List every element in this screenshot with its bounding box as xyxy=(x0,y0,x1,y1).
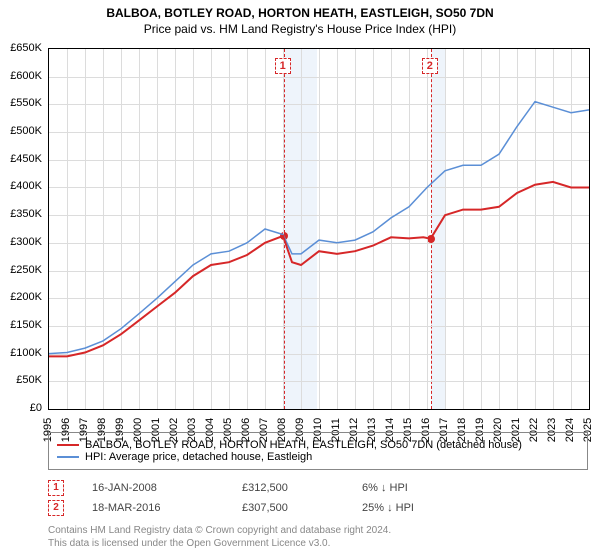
y-axis-tick-label: £650K xyxy=(0,42,42,54)
sales-row-date: 18-MAR-2016 xyxy=(92,502,242,514)
y-axis-tick-label: £150K xyxy=(0,319,42,331)
sales-row-date: 16-JAN-2008 xyxy=(92,482,242,494)
footnote-line: This data is licensed under the Open Gov… xyxy=(48,537,391,550)
sales-row-price: £307,500 xyxy=(242,502,362,514)
y-axis-tick-label: £550K xyxy=(0,97,42,109)
footnote: Contains HM Land Registry data © Crown c… xyxy=(48,524,391,550)
legend-swatch xyxy=(57,456,79,458)
sales-row-marker: 2 xyxy=(48,500,64,516)
legend-label: HPI: Average price, detached house, East… xyxy=(85,451,312,463)
legend-label: BALBOA, BOTLEY ROAD, HORTON HEATH, EASTL… xyxy=(85,439,522,451)
chart-subtitle: Price paid vs. HM Land Registry's House … xyxy=(0,20,600,36)
series-property xyxy=(49,182,589,357)
footnote-line: Contains HM Land Registry data © Crown c… xyxy=(48,524,391,537)
y-axis-tick-label: £450K xyxy=(0,153,42,165)
y-axis-tick-label: £0 xyxy=(0,402,42,414)
sales-row: 2 18-MAR-2016£307,50025% ↓ HPI xyxy=(48,498,482,518)
y-axis-tick-label: £500K xyxy=(0,125,42,137)
y-axis-tick-label: £100K xyxy=(0,347,42,359)
series-hpi xyxy=(49,102,589,354)
chart-lines xyxy=(49,49,589,409)
sales-table: 1 16-JAN-2008£312,5006% ↓ HPI 2 18-MAR-2016… xyxy=(48,478,482,518)
sales-row-diff: 25% ↓ HPI xyxy=(362,502,482,514)
y-axis-tick-label: £300K xyxy=(0,236,42,248)
y-axis-tick-label: £350K xyxy=(0,208,42,220)
sales-row: 1 16-JAN-2008£312,5006% ↓ HPI xyxy=(48,478,482,498)
y-axis-tick-label: £50K xyxy=(0,374,42,386)
sale-marker-label: 1 xyxy=(275,58,291,74)
sales-row-marker: 1 xyxy=(48,480,64,496)
y-axis-tick-label: £400K xyxy=(0,180,42,192)
chart-title: BALBOA, BOTLEY ROAD, HORTON HEATH, EASTL… xyxy=(0,0,600,20)
legend-swatch xyxy=(57,444,79,446)
chart-plot-area xyxy=(48,48,590,410)
y-axis-tick-label: £600K xyxy=(0,70,42,82)
legend-row: BALBOA, BOTLEY ROAD, HORTON HEATH, EASTL… xyxy=(57,439,579,451)
sale-marker-label: 2 xyxy=(422,58,438,74)
y-axis-tick-label: £250K xyxy=(0,264,42,276)
legend-row: HPI: Average price, detached house, East… xyxy=(57,451,579,463)
legend: BALBOA, BOTLEY ROAD, HORTON HEATH, EASTL… xyxy=(48,432,588,470)
y-axis-tick-label: £200K xyxy=(0,291,42,303)
sales-row-diff: 6% ↓ HPI xyxy=(362,482,482,494)
sales-row-price: £312,500 xyxy=(242,482,362,494)
